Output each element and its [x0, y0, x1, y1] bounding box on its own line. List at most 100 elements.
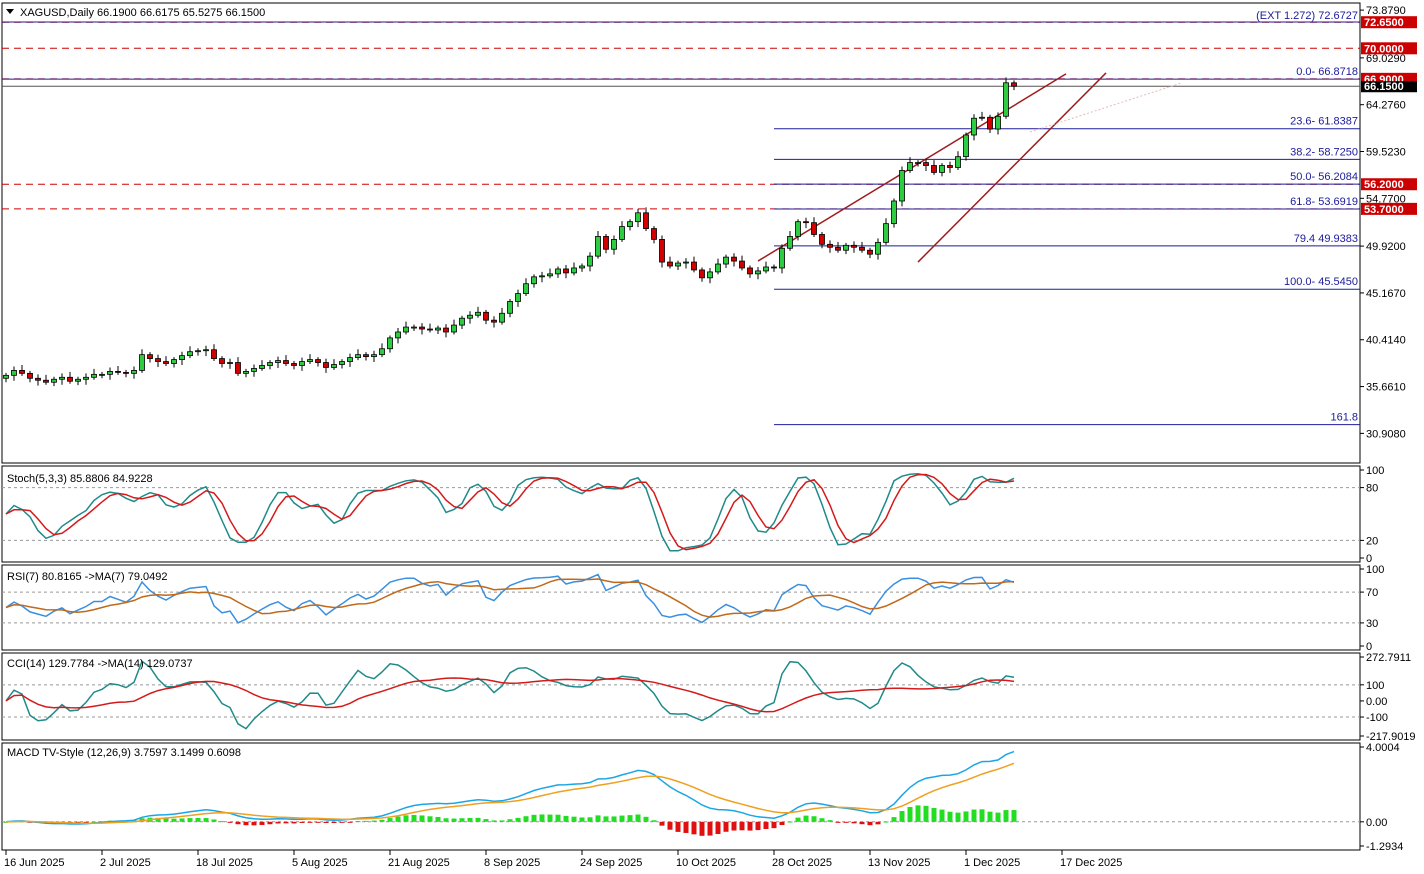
- candle-body[interactable]: [379, 348, 385, 356]
- candle-body[interactable]: [243, 370, 249, 374]
- candle-body[interactable]: [235, 362, 241, 374]
- candle-body[interactable]: [891, 200, 897, 225]
- rsi-ma-line[interactable]: [5, 578, 1015, 618]
- candle-body[interactable]: [539, 275, 545, 278]
- candle-body[interactable]: [419, 326, 425, 330]
- candle-body[interactable]: [771, 266, 777, 269]
- candle-body[interactable]: [651, 228, 657, 240]
- candle-body[interactable]: [67, 376, 73, 382]
- candle-body[interactable]: [731, 256, 737, 262]
- candle-body[interactable]: [923, 162, 929, 166]
- candle-body[interactable]: [555, 268, 561, 275]
- candle-body[interactable]: [787, 236, 793, 249]
- candle-body[interactable]: [635, 212, 641, 223]
- candle-body[interactable]: [43, 379, 49, 383]
- candle-body[interactable]: [483, 311, 489, 321]
- candle-body[interactable]: [443, 327, 449, 333]
- candle-body[interactable]: [27, 372, 33, 379]
- candle-body[interactable]: [395, 331, 401, 339]
- candle-body[interactable]: [187, 351, 193, 357]
- macd-line[interactable]: [5, 750, 1015, 825]
- candle-body[interactable]: [283, 360, 289, 364]
- candle-body[interactable]: [99, 373, 105, 376]
- candle-body[interactable]: [299, 361, 305, 366]
- candle-body[interactable]: [347, 357, 353, 362]
- candle-body[interactable]: [747, 267, 753, 275]
- rsi-pane[interactable]: 100 70 30 0: [2, 564, 1384, 653]
- candle-body[interactable]: [107, 370, 113, 375]
- candle-body[interactable]: [899, 170, 905, 202]
- candle-body[interactable]: [763, 266, 769, 272]
- candle-body[interactable]: [275, 360, 281, 363]
- candle-body[interactable]: [467, 314, 473, 319]
- candle-body[interactable]: [603, 236, 609, 250]
- candle-body[interactable]: [595, 236, 601, 257]
- candle-body[interactable]: [715, 263, 721, 273]
- candle-body[interactable]: [963, 134, 969, 158]
- candle-body[interactable]: [627, 221, 633, 227]
- cci-ma-line[interactable]: [5, 677, 1015, 713]
- candle-body[interactable]: [115, 370, 121, 373]
- candle-body[interactable]: [499, 312, 505, 323]
- candle-body[interactable]: [219, 358, 225, 364]
- candle-body[interactable]: [699, 269, 705, 279]
- candle-body[interactable]: [83, 376, 89, 380]
- candle-body[interactable]: [867, 249, 873, 255]
- macd-signal-line[interactable]: [5, 762, 1015, 824]
- candle-body[interactable]: [19, 370, 25, 374]
- candle-body[interactable]: [739, 260, 745, 269]
- candle-body[interactable]: [139, 354, 145, 371]
- candle-body[interactable]: [339, 361, 345, 365]
- candle-body[interactable]: [435, 327, 441, 331]
- candle-body[interactable]: [363, 354, 369, 358]
- candle-body[interactable]: [523, 283, 529, 294]
- candle-body[interactable]: [755, 270, 761, 275]
- candle-body[interactable]: [819, 234, 825, 245]
- stoch-d-line[interactable]: [5, 473, 1015, 551]
- candle-body[interactable]: [147, 354, 153, 359]
- candle-body[interactable]: [547, 273, 553, 277]
- channel-lower-line[interactable]: [917, 72, 1107, 263]
- candle-body[interactable]: [1003, 82, 1009, 117]
- candle-body[interactable]: [371, 354, 377, 358]
- candle-body[interactable]: [171, 359, 177, 364]
- candle-body[interactable]: [691, 261, 697, 271]
- candle-body[interactable]: [403, 326, 409, 333]
- candle-body[interactable]: [491, 319, 497, 323]
- candle-body[interactable]: [619, 226, 625, 240]
- candle-body[interactable]: [779, 247, 785, 269]
- candle-body[interactable]: [131, 370, 137, 374]
- candle-body[interactable]: [835, 246, 841, 251]
- candle-body[interactable]: [883, 223, 889, 243]
- candle-body[interactable]: [795, 221, 801, 237]
- candle-body[interactable]: [211, 349, 217, 359]
- candle-body[interactable]: [947, 165, 953, 168]
- macd-pane[interactable]: 4.0004 0.00 -1.2934: [2, 742, 1403, 853]
- candle-body[interactable]: [315, 359, 321, 363]
- candle-body[interactable]: [859, 246, 865, 251]
- candle-body[interactable]: [995, 115, 1001, 130]
- candle-body[interactable]: [387, 337, 393, 350]
- candle-body[interactable]: [571, 267, 577, 274]
- candle-body[interactable]: [59, 376, 65, 380]
- candle-body[interactable]: [955, 156, 961, 168]
- candle-body[interactable]: [971, 117, 977, 136]
- candle-body[interactable]: [51, 378, 57, 383]
- candle-body[interactable]: [907, 162, 913, 171]
- candle-body[interactable]: [11, 370, 17, 376]
- candle-body[interactable]: [851, 244, 857, 248]
- candle-body[interactable]: [35, 377, 41, 381]
- candle-body[interactable]: [579, 265, 585, 269]
- candle-body[interactable]: [459, 317, 465, 326]
- stochastic-pane[interactable]: 100 80 20 0: [2, 465, 1384, 565]
- candle-body[interactable]: [195, 350, 201, 353]
- candle-body[interactable]: [723, 256, 729, 265]
- candle-body[interactable]: [987, 116, 993, 130]
- candle-body[interactable]: [931, 165, 937, 173]
- candle-body[interactable]: [451, 324, 457, 333]
- price-pane[interactable]: 73.8790 69.0290 64.2760 59.5230 54.7700 49.92…: [2, 5, 1417, 440]
- candle-body[interactable]: [875, 241, 881, 255]
- candle-body[interactable]: [427, 328, 433, 331]
- candle-body[interactable]: [323, 362, 329, 368]
